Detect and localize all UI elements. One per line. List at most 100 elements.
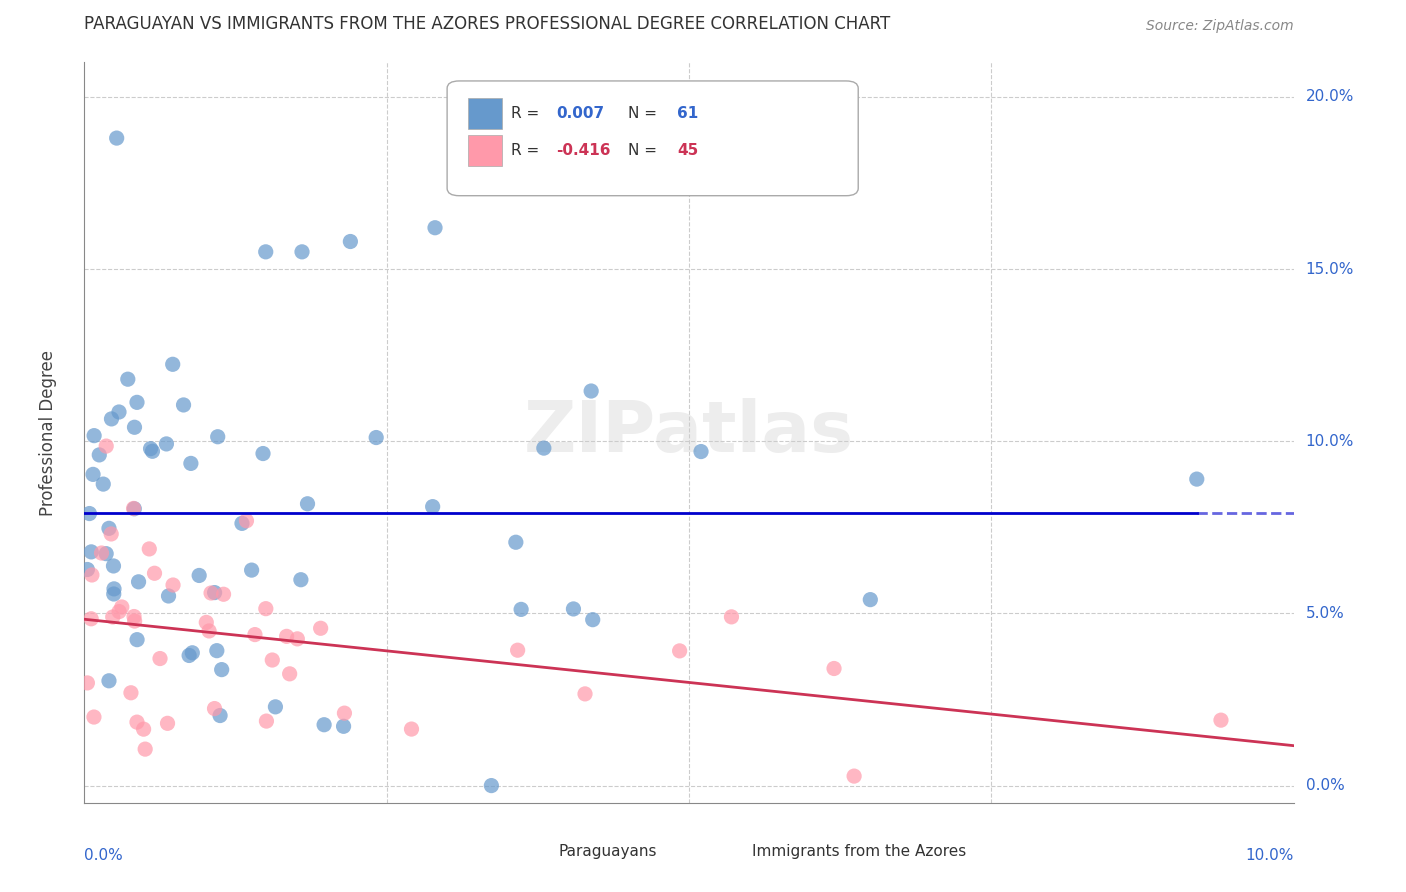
Text: Paraguayans: Paraguayans xyxy=(558,844,657,859)
Point xyxy=(82,467,104,482)
Point xyxy=(720,610,742,624)
Point xyxy=(823,661,845,675)
Point xyxy=(506,643,529,657)
Point xyxy=(100,412,122,426)
Point xyxy=(574,687,596,701)
Point xyxy=(98,521,121,535)
Point xyxy=(264,699,287,714)
Point xyxy=(423,220,446,235)
Point xyxy=(859,592,882,607)
Point xyxy=(128,574,150,589)
Point xyxy=(195,615,218,630)
Point xyxy=(96,439,118,453)
Text: 5.0%: 5.0% xyxy=(1306,606,1344,621)
Point xyxy=(510,602,533,616)
Point xyxy=(157,589,180,603)
Point xyxy=(211,663,233,677)
Point xyxy=(240,563,263,577)
Text: 0.0%: 0.0% xyxy=(84,847,124,863)
Text: 0.0%: 0.0% xyxy=(1306,778,1344,793)
Point xyxy=(366,431,388,445)
Text: Source: ZipAtlas.com: Source: ZipAtlas.com xyxy=(1146,19,1294,33)
Point xyxy=(276,629,298,643)
Point xyxy=(1209,713,1232,727)
Text: ZIPatlas: ZIPatlas xyxy=(524,398,853,467)
Text: N =: N = xyxy=(628,143,662,158)
Point xyxy=(138,541,160,556)
Point xyxy=(80,568,103,582)
Point xyxy=(111,599,134,614)
Point xyxy=(339,235,361,249)
FancyBboxPatch shape xyxy=(468,98,502,129)
Point xyxy=(100,527,122,541)
Point xyxy=(80,612,103,626)
Text: R =: R = xyxy=(512,106,544,121)
Point xyxy=(332,719,354,733)
FancyBboxPatch shape xyxy=(713,838,744,866)
Point xyxy=(533,441,555,455)
Point xyxy=(254,244,277,259)
Point xyxy=(103,587,125,601)
Point xyxy=(562,602,585,616)
Point xyxy=(89,448,111,462)
Point xyxy=(204,585,226,599)
Text: R =: R = xyxy=(512,143,544,158)
FancyBboxPatch shape xyxy=(520,838,550,866)
Point xyxy=(76,676,98,690)
Text: 61: 61 xyxy=(676,106,699,121)
Point xyxy=(108,405,131,419)
Point xyxy=(285,632,308,646)
Point xyxy=(96,547,118,561)
Point xyxy=(205,643,228,657)
Point xyxy=(198,624,221,638)
Point xyxy=(505,535,527,549)
Point xyxy=(579,384,602,398)
Point xyxy=(79,507,101,521)
Point xyxy=(278,666,301,681)
Point xyxy=(297,497,319,511)
Point xyxy=(122,501,145,516)
Point xyxy=(204,701,226,715)
Point xyxy=(124,420,146,434)
Text: 0.007: 0.007 xyxy=(555,106,605,121)
Point xyxy=(314,717,336,731)
Point xyxy=(179,648,201,663)
Point xyxy=(252,446,274,460)
Point xyxy=(143,566,166,581)
Text: 10.0%: 10.0% xyxy=(1246,847,1294,863)
Point xyxy=(105,131,128,145)
Point xyxy=(120,686,142,700)
Point xyxy=(1185,472,1208,486)
Point xyxy=(155,437,177,451)
Point xyxy=(254,601,277,615)
Point xyxy=(173,398,195,412)
Text: 45: 45 xyxy=(676,143,699,158)
Point xyxy=(243,627,266,641)
Point xyxy=(209,708,232,723)
Point xyxy=(188,568,211,582)
Point xyxy=(181,646,204,660)
Text: -0.416: -0.416 xyxy=(555,143,610,158)
Point xyxy=(76,562,98,576)
Point xyxy=(333,706,356,720)
Point xyxy=(90,546,112,560)
Point xyxy=(91,477,114,491)
Point xyxy=(290,573,312,587)
Point xyxy=(83,428,105,442)
Point xyxy=(291,244,314,259)
Point xyxy=(103,558,125,573)
Text: 15.0%: 15.0% xyxy=(1306,261,1354,277)
Point xyxy=(235,514,257,528)
Point xyxy=(83,710,105,724)
Point xyxy=(231,516,253,531)
Point xyxy=(101,610,124,624)
Point xyxy=(254,714,277,728)
Point xyxy=(156,716,179,731)
Point xyxy=(124,614,146,628)
Text: N =: N = xyxy=(628,106,662,121)
Point xyxy=(180,457,202,471)
Point xyxy=(309,621,332,635)
Point xyxy=(132,722,155,736)
FancyBboxPatch shape xyxy=(447,81,858,195)
Point xyxy=(125,632,148,647)
